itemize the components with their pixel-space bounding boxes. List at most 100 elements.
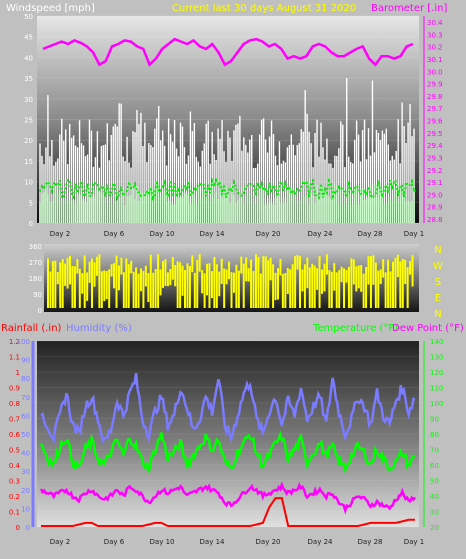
day-label: Day 2	[50, 538, 71, 546]
humidity-tick-label: 0	[26, 524, 30, 532]
baro-tick-label: 30.0	[427, 68, 443, 76]
wind-tick-label: 5	[29, 199, 33, 207]
rain-tick-label: 0	[16, 524, 20, 532]
baro-tick-label: 29.2	[427, 167, 443, 175]
rain-tick-label: 1.1	[9, 354, 20, 362]
baro-tick-label: 28.8	[427, 216, 443, 224]
humidity-tick-label: 10	[21, 505, 30, 513]
humidity-tick-label: 60	[21, 412, 30, 420]
compass-label: S	[435, 277, 441, 288]
direction-tick-label: 270	[29, 259, 42, 267]
temperature-tick-label: 30	[430, 509, 439, 517]
rain-tick-label: 0.6	[9, 431, 21, 439]
baro-tick-label: 30.4	[427, 19, 443, 27]
day-label: Day 28	[358, 230, 383, 238]
rain-tick-label: 0.7	[9, 416, 20, 424]
temperature-tick-label: 80	[430, 431, 439, 439]
direction-tick-label: 0	[38, 307, 42, 315]
baro-tick-label: 29.5	[427, 130, 443, 138]
rain-tick-label: 0.1	[9, 509, 20, 517]
day-label: Day 6	[104, 230, 125, 238]
day-label: Day 20	[256, 230, 281, 238]
humidity-line	[40, 372, 416, 444]
baro-tick-label: 30.3	[427, 31, 443, 39]
wind-tick-label: 10	[24, 179, 33, 187]
wind-tick-label: 20	[24, 137, 33, 145]
wind-tick-label: 35	[24, 75, 33, 83]
compass-label: W	[433, 261, 443, 272]
rain-tick-label: 0.8	[9, 400, 20, 408]
day-label: Day 28	[358, 538, 383, 546]
wind-tick-label: 25	[24, 117, 33, 125]
temperature-tick-label: 140	[430, 338, 443, 346]
baro-tick-label: 29.0	[427, 191, 443, 199]
day-label: Day 10	[150, 538, 175, 546]
wind-axis-label: Windspeed [mph]	[6, 3, 95, 14]
wind-tick-label: 50	[24, 13, 33, 21]
baro-tick-label: 29.4	[427, 142, 443, 150]
temperature-line	[39, 430, 416, 474]
baro-tick-label: 29.6	[427, 118, 443, 126]
direction-tick-label: 360	[29, 243, 42, 251]
chart-title: Current last 30 days August 31 2020	[172, 3, 356, 14]
temperature-tick-label: 100	[430, 400, 443, 408]
humidity-tick-label: 20	[21, 487, 30, 495]
rain-tick-label: 0.9	[9, 385, 20, 393]
wind-tick-label: 0	[29, 220, 33, 228]
baro-axis-label: Barometer [.in]	[371, 3, 447, 14]
temperature-tick-label: 60	[430, 462, 439, 470]
dewpoint-line	[39, 481, 417, 515]
baro-tick-label: 29.8	[427, 93, 443, 101]
humidity-tick-label: 70	[21, 394, 30, 402]
baro-tick-label: 29.7	[427, 105, 443, 113]
baro-tick-label: 28.9	[427, 204, 443, 212]
humidity-tick-label: 50	[21, 431, 30, 439]
day-label: Day 1	[404, 230, 425, 238]
humidity-tick-label: 100	[17, 338, 30, 346]
temperature-tick-label: 40	[430, 493, 439, 501]
baro-tick-label: 30.1	[427, 56, 443, 64]
rain-tick-label: 1	[16, 369, 20, 377]
humidity-tick-label: 40	[21, 450, 30, 458]
day-label: Day 20	[256, 538, 281, 546]
dewpoint-axis-label: Dew Point (°F)	[392, 323, 464, 334]
wind-tick-label: 45	[24, 34, 33, 42]
rain-tick-label: 0.3	[9, 478, 20, 486]
rain-tick-label: 0.2	[9, 493, 20, 501]
wind-average-line	[39, 177, 417, 201]
wind-tick-label: 30	[24, 96, 33, 104]
baro-tick-label: 29.3	[427, 154, 443, 162]
day-label: Day 24	[308, 538, 334, 546]
wind-tick-label: 40	[24, 54, 33, 62]
temperature-tick-label: 130	[430, 354, 443, 362]
compass-label: N	[434, 245, 441, 256]
day-label: Day 24	[308, 230, 334, 238]
wind-tick-label: 15	[24, 158, 33, 166]
humidity-tick-label: 90	[21, 357, 30, 365]
rain-tick-label: 0.4	[9, 462, 21, 470]
compass-label: E	[435, 293, 441, 304]
rain-axis-label: Rainfall (.in)	[1, 323, 62, 334]
baro-tick-label: 29.9	[427, 81, 443, 89]
temperature-tick-label: 110	[430, 385, 443, 393]
baro-tick-label: 30.2	[427, 44, 443, 52]
direction-tick-label: 180	[29, 275, 42, 283]
temperature-tick-label: 70	[430, 447, 439, 455]
temperature-axis-label: Temperature (°F)	[312, 323, 398, 334]
humidity-tick-label: 80	[21, 375, 30, 383]
day-label: Day 2	[50, 230, 71, 238]
day-label: Day 6	[104, 538, 125, 546]
baro-tick-label: 29.1	[427, 179, 443, 187]
rainfall-line	[41, 497, 415, 527]
rain-tick-label: 1.2	[9, 338, 20, 346]
day-label: Day 14	[200, 230, 226, 238]
temperature-tick-label: 90	[430, 416, 439, 424]
rain-tick-label: 0.5	[9, 447, 20, 455]
day-label: Day 14	[200, 538, 226, 546]
temperature-tick-label: 20	[430, 524, 439, 532]
temperature-tick-label: 50	[430, 478, 439, 486]
humidity-tick-label: 30	[21, 468, 30, 476]
temperature-tick-label: 120	[430, 369, 443, 377]
